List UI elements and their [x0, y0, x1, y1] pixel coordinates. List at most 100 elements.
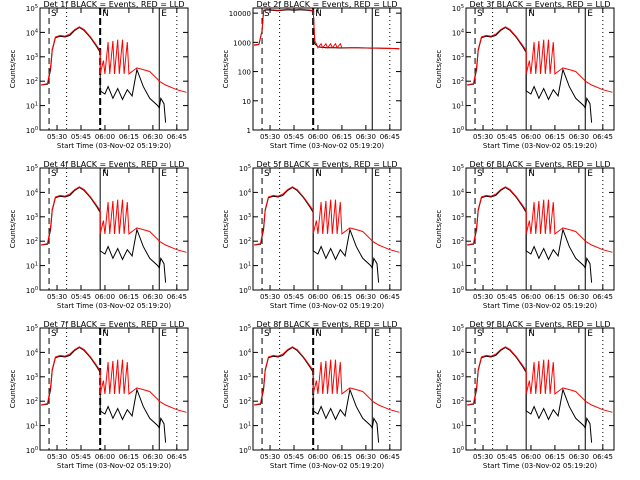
marker-label: S: [51, 9, 57, 19]
x-tick-label: 06:30: [143, 133, 163, 141]
x-tick-label: 05:30: [260, 133, 280, 141]
panel-title: Det 8f BLACK = Events, RED = LLD: [256, 320, 397, 329]
y-tick-label: 105: [239, 324, 251, 333]
y-tick-label: 105: [452, 324, 464, 333]
x-tick-label: 06:15: [545, 293, 565, 301]
x-tick-label: 05:30: [260, 453, 280, 461]
marker-label: E: [587, 9, 593, 19]
panel-title: Det 5f BLACK = Events, RED = LLD: [256, 160, 397, 169]
y-tick-label: 100: [26, 286, 38, 295]
y-axis-label: Counts/sec: [222, 50, 230, 89]
y-tick-label: 101: [239, 262, 251, 271]
marker-label: S: [51, 329, 57, 339]
x-axis-label: Start Time (03-Nov-02 05:19:20): [57, 302, 171, 310]
x-tick-label: 05:30: [47, 293, 67, 301]
marker-label: N: [528, 329, 535, 339]
x-tick-label: 06:30: [569, 293, 589, 301]
marker-label: E: [161, 169, 167, 179]
plot-frame: [465, 167, 615, 291]
panel-title: Det 1f BLACK = Events, RED = LLD: [43, 0, 184, 9]
plot-frame: [39, 167, 189, 291]
y-tick-label: 100: [452, 286, 464, 295]
x-tick-label: 06:00: [308, 293, 328, 301]
y-axis-label: Counts/sec: [9, 50, 17, 89]
x-tick-label: 06:30: [569, 133, 589, 141]
marker-label: E: [161, 329, 167, 339]
x-axis-label: Start Time (03-Nov-02 05:19:20): [57, 142, 171, 150]
y-axis-label: Counts/sec: [222, 370, 230, 409]
y-tick-label: 105: [26, 324, 38, 333]
x-axis-label: Start Time (03-Nov-02 05:19:20): [483, 462, 597, 470]
plot-frame: [252, 167, 402, 291]
x-tick-label: 06:30: [143, 453, 163, 461]
x-tick-label: 05:30: [47, 453, 67, 461]
x-tick-label: 06:15: [545, 453, 565, 461]
marker-label: N: [528, 169, 535, 179]
y-tick-label: 104: [452, 28, 464, 37]
marker-label: N: [315, 169, 322, 179]
y-tick-label: 1000: [233, 39, 251, 47]
x-tick-label: 05:45: [497, 453, 517, 461]
marker-label: E: [587, 169, 593, 179]
x-tick-label: 06:45: [167, 133, 187, 141]
marker-label: S: [51, 169, 57, 179]
y-tick-label: 101: [26, 422, 38, 431]
x-tick-label: 06:00: [521, 133, 541, 141]
series-line-events: [41, 26, 167, 123]
marker-label: N: [315, 329, 322, 339]
y-tick-label: 100: [452, 446, 464, 455]
x-tick-label: 05:30: [473, 133, 493, 141]
y-tick-label: 105: [239, 164, 251, 173]
x-tick-label: 06:45: [593, 453, 613, 461]
y-tick-label: 104: [239, 348, 251, 357]
x-tick-label: 06:00: [308, 133, 328, 141]
series-line-lld: [466, 346, 613, 413]
y-tick-label: 102: [26, 397, 38, 406]
y-tick-label: 102: [26, 77, 38, 86]
x-tick-label: 06:00: [95, 293, 115, 301]
panel-title: Det 9f BLACK = Events, RED = LLD: [469, 320, 610, 329]
y-tick-label: 104: [26, 348, 38, 357]
y-tick-label: 102: [26, 237, 38, 246]
marker-label: N: [102, 329, 109, 339]
x-tick-label: 06:15: [332, 453, 352, 461]
x-tick-label: 05:45: [71, 293, 91, 301]
marker-label: N: [315, 9, 322, 19]
marker-label: E: [374, 169, 380, 179]
y-tick-label: 102: [452, 397, 464, 406]
panel-title: Det 3f BLACK = Events, RED = LLD: [469, 0, 610, 9]
y-tick-label: 103: [26, 213, 38, 222]
y-tick-label: 102: [239, 397, 251, 406]
x-tick-label: 05:45: [497, 133, 517, 141]
plot-frame: [252, 327, 402, 451]
y-tick-label: 103: [26, 53, 38, 62]
x-tick-label: 06:30: [569, 453, 589, 461]
plot-frame: [465, 327, 615, 451]
y-tick-label: 102: [452, 237, 464, 246]
series-line-lld: [40, 186, 187, 253]
plot-frame: [39, 7, 189, 131]
series-line-lld: [40, 26, 187, 93]
y-tick-label: 103: [26, 373, 38, 382]
y-tick-label: 103: [452, 373, 464, 382]
series-line-lld: [253, 186, 400, 253]
marker-label: E: [374, 9, 380, 19]
x-tick-label: 06:15: [332, 133, 352, 141]
x-tick-label: 06:15: [545, 133, 565, 141]
series-line-events: [254, 346, 380, 443]
y-tick-label: 104: [452, 348, 464, 357]
y-tick-label: 1: [247, 127, 251, 135]
marker-label: S: [264, 329, 270, 339]
marker-label: S: [477, 169, 483, 179]
x-tick-label: 06:15: [119, 293, 139, 301]
x-tick-label: 06:30: [356, 293, 376, 301]
y-tick-label: 102: [239, 237, 251, 246]
x-tick-label: 05:45: [71, 133, 91, 141]
x-axis-label: Start Time (03-Nov-02 05:19:20): [483, 142, 597, 150]
x-tick-label: 06:00: [95, 453, 115, 461]
